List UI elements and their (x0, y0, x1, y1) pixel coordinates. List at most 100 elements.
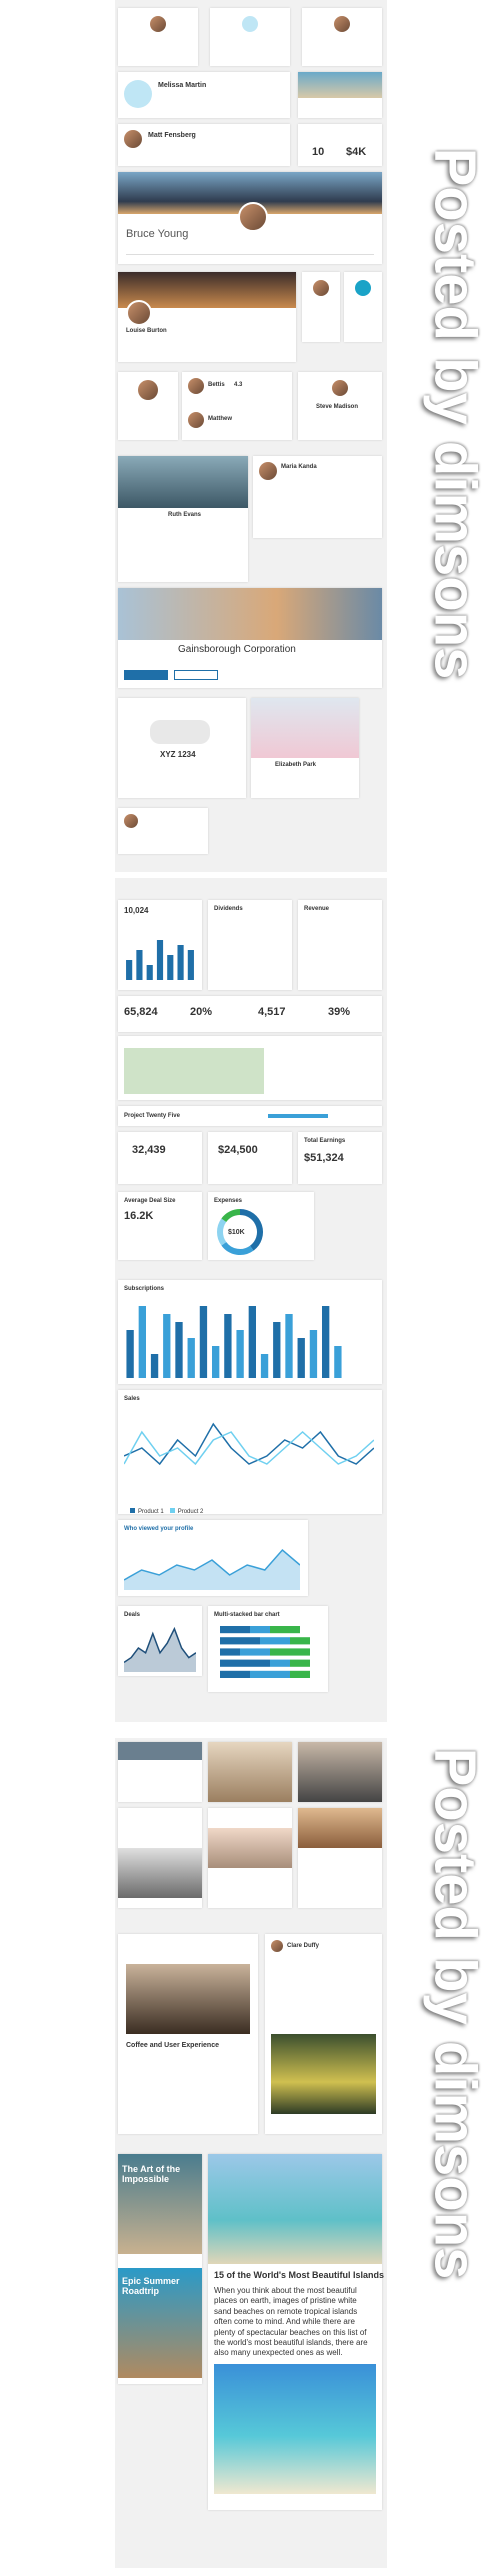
card: Bruce Young (118, 172, 382, 264)
avatar (124, 130, 142, 148)
bar-segment (270, 1659, 290, 1667)
stat: 39% (328, 1006, 351, 1018)
card-title: Revenue (304, 906, 330, 912)
bar (187, 1338, 195, 1378)
bar (146, 965, 153, 980)
name: Louise Burton (126, 328, 167, 334)
card-title: Deals (124, 1612, 141, 1618)
post-body: When you think about the most beautiful … (214, 2286, 368, 2358)
bar (150, 1354, 159, 1378)
area (124, 1550, 300, 1590)
avatar (188, 378, 204, 394)
watermark: Posted by dimsons (422, 147, 488, 680)
chart (124, 1548, 300, 1590)
legend-swatch (169, 1508, 175, 1513)
image (118, 2154, 202, 2254)
bar (126, 960, 133, 980)
banner (118, 588, 382, 640)
tabs (126, 254, 374, 255)
card (118, 372, 178, 440)
bar (273, 1322, 281, 1378)
name: Bruce Young (126, 228, 189, 240)
chart (124, 1626, 196, 1672)
bar (334, 1346, 342, 1378)
bar-segment (270, 1648, 310, 1656)
card: 10 $4K (298, 124, 382, 166)
bar (167, 955, 174, 980)
bar-segment (220, 1648, 240, 1656)
card: XYZ 1234 (118, 698, 246, 798)
card: 10,024 (118, 900, 202, 990)
image (298, 72, 382, 98)
image (208, 1828, 292, 1868)
card (208, 1808, 292, 1908)
bar-segment (250, 1626, 270, 1634)
bar-segment (290, 1670, 310, 1678)
stat: $24,500 (218, 1144, 258, 1156)
avatar (332, 380, 348, 396)
name: Steve Madison (316, 404, 359, 410)
bar (177, 945, 184, 980)
avatar (126, 300, 152, 326)
card: Multi-stacked bar chart (208, 1606, 328, 1692)
plate: XYZ 1234 (160, 750, 196, 759)
bar-segment (290, 1659, 310, 1667)
card: Expenses $10K (208, 1192, 314, 1260)
rating: 4.3 (234, 382, 243, 388)
card (118, 1742, 202, 1802)
bar-segment (240, 1648, 270, 1656)
bar-segment (250, 1670, 290, 1678)
image (208, 1742, 292, 1802)
post-title: The Art of the Impossible (122, 2164, 181, 2184)
card: Average Deal Size 16.2K (118, 1192, 202, 1260)
card (298, 72, 382, 118)
card: Deals (118, 1606, 202, 1676)
image (126, 1964, 250, 2034)
card-title: Project Twenty Five (124, 1113, 180, 1119)
card-title: Subscriptions (124, 1286, 165, 1292)
avatar (188, 412, 204, 428)
stat: 65,824 (124, 1006, 158, 1018)
bar (175, 1322, 183, 1378)
image (214, 2364, 376, 2494)
card (118, 8, 198, 66)
car (150, 720, 210, 744)
chart (124, 1422, 374, 1466)
bar-segment (220, 1637, 260, 1645)
stat: $4K (346, 146, 367, 158)
bar (297, 1338, 305, 1378)
image (251, 698, 359, 758)
bar-segment (220, 1626, 250, 1634)
progress (268, 1114, 328, 1118)
card-title: Who viewed your profile (124, 1526, 194, 1532)
bar (156, 940, 164, 980)
card: 15 of the World's Most Beautiful Islands… (208, 2154, 384, 2510)
card: Steve Madison (298, 372, 382, 440)
post-title: Epic Summer Roadtrip (122, 2276, 180, 2296)
card: Who viewed your profile (118, 1520, 308, 1596)
button[interactable] (124, 670, 168, 680)
avatar (259, 462, 277, 480)
feed-section: Coffee and User Experience Clare Duffy T… (115, 1738, 387, 2568)
bar-segment (260, 1637, 290, 1645)
donut-slice (239, 1209, 263, 1251)
button[interactable] (174, 670, 218, 680)
card: Gainsborough Corporation (118, 588, 382, 688)
bar (322, 1306, 330, 1378)
card: 32,439 (118, 1132, 202, 1184)
chart (217, 1209, 263, 1255)
legend-label: Product 2 (177, 1509, 204, 1515)
line (124, 1548, 300, 1581)
bar-segment (220, 1670, 250, 1678)
card: Project Twenty Five (118, 1106, 382, 1126)
card (302, 8, 382, 66)
image (298, 1808, 382, 1848)
card-title: Dividends (214, 906, 243, 912)
bar-segment (290, 1637, 310, 1645)
card (344, 272, 382, 342)
avatar (355, 280, 371, 296)
card: $24,500 (208, 1132, 292, 1184)
watermark: Posted by dimsons (422, 1747, 488, 2280)
line (124, 1626, 196, 1664)
